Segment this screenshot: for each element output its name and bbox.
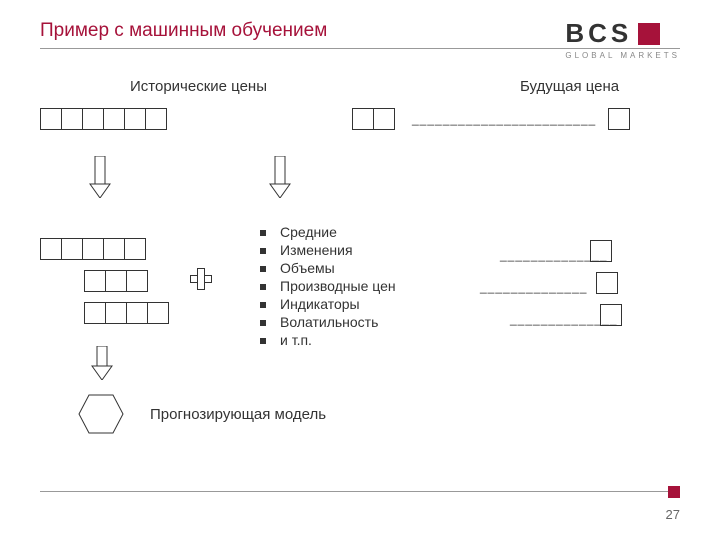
hexagon-icon [78, 394, 124, 434]
bullet-marker-icon [260, 302, 266, 308]
box-cell [105, 270, 127, 292]
box-cell [352, 108, 374, 130]
box-cell [82, 238, 104, 260]
plus-icon [190, 268, 212, 290]
footer-line [40, 491, 680, 492]
box-cell [124, 108, 146, 130]
box-cell [145, 108, 167, 130]
box-row-ml-2 [84, 302, 168, 324]
feature-bullets: Средние Изменения Объемы Производные цен Инд… [260, 224, 396, 350]
box-cell [61, 238, 83, 260]
box-future-single [608, 108, 630, 130]
box-cell [373, 108, 395, 130]
heading-future: Будущая цена [520, 78, 619, 95]
logo: BCS GLOBAL MARKETS [565, 18, 680, 60]
bullet-marker-icon [260, 248, 266, 254]
box-cell [84, 270, 106, 292]
logo-text: BCS [565, 18, 632, 49]
arrow-down-icon [88, 156, 112, 198]
bullet-marker-icon [260, 338, 266, 344]
box-row-top-right [352, 108, 394, 130]
box-cell [126, 270, 148, 292]
model-label: Прогнозирующая модель [150, 406, 326, 423]
box-cell [147, 302, 169, 324]
bullet-item: Изменения [260, 242, 396, 258]
box-row-ml-1 [84, 270, 147, 292]
bullet-item: Волатильность [260, 314, 396, 330]
box-cell [40, 108, 62, 130]
bullet-marker-icon [260, 320, 266, 326]
bullet-text: Производные цен [280, 278, 396, 294]
box-cell [84, 302, 106, 324]
box-cell [126, 302, 148, 324]
box-cell [105, 302, 127, 324]
bullet-text: Средние [280, 224, 337, 240]
bullet-item: Производные цен [260, 278, 396, 294]
box-mr-1 [596, 272, 618, 294]
bullet-item: и т.п. [260, 332, 396, 348]
box-cell [103, 238, 125, 260]
bullet-marker-icon [260, 284, 266, 290]
heading-historical: Исторические цены [130, 78, 267, 95]
bullet-text: Изменения [280, 242, 353, 258]
box-mr-2 [600, 304, 622, 326]
box-row-top-left [40, 108, 166, 130]
bullet-text: Индикаторы [280, 296, 360, 312]
logo-subtext: GLOBAL MARKETS [565, 51, 680, 60]
box-cell [103, 108, 125, 130]
page-number: 27 [666, 507, 680, 522]
dashes-mr-1: ______________ [480, 280, 587, 294]
bullet-marker-icon [260, 266, 266, 272]
bullet-item: Средние [260, 224, 396, 240]
arrow-down-icon [90, 346, 114, 380]
box-cell [40, 238, 62, 260]
box-cell [61, 108, 83, 130]
arrow-down-icon [268, 156, 292, 198]
box-row-ml-0 [40, 238, 145, 260]
bullet-text: Волатильность [280, 314, 378, 330]
footer-square-icon [668, 486, 680, 498]
box-cell [124, 238, 146, 260]
bullet-item: Объемы [260, 260, 396, 276]
box-cell [82, 108, 104, 130]
bullet-item: Индикаторы [260, 296, 396, 312]
bullet-marker-icon [260, 230, 266, 236]
bullet-text: и т.п. [280, 332, 312, 348]
bullet-text: Объемы [280, 260, 335, 276]
dashes-top: ________________________ [412, 112, 596, 126]
logo-square-icon [638, 23, 660, 45]
box-mr-0 [590, 240, 612, 262]
